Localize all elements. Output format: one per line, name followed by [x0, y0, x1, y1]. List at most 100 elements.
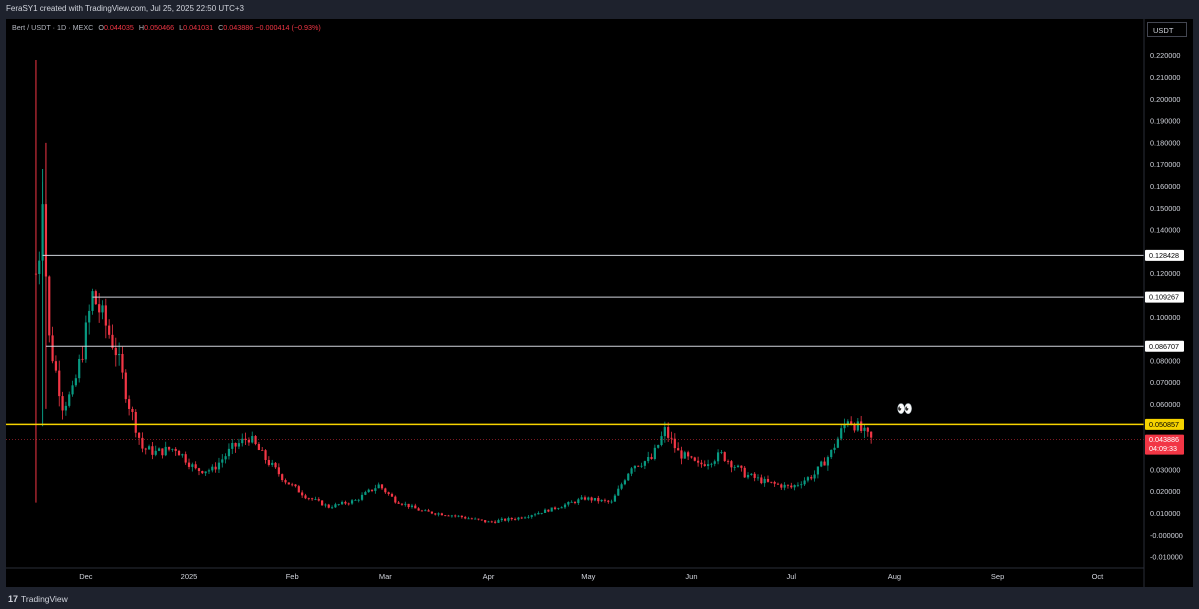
candle-body — [826, 457, 829, 466]
x-tick-label: Sep — [991, 572, 1004, 581]
candle-body — [357, 499, 360, 501]
y-tick-label: 0.220000 — [1150, 51, 1180, 60]
candle-body — [690, 456, 693, 458]
candle-body — [820, 461, 823, 467]
candle-body — [281, 474, 284, 481]
candle-body — [124, 372, 127, 400]
candle-body — [870, 431, 873, 438]
candle-body — [118, 353, 121, 356]
candle-body — [577, 499, 580, 504]
header-bar: FeraSY1 created with TradingView.com, Ju… — [0, 0, 1199, 19]
candle-body — [277, 467, 280, 475]
candle-body — [464, 517, 467, 519]
candle-body — [753, 473, 756, 478]
candle-body — [547, 509, 550, 512]
candle-body — [177, 450, 181, 456]
x-tick-label: Oct — [1092, 572, 1105, 581]
candle-body — [670, 437, 673, 439]
price-scale-labels: 0.128428 0.109267 0.086707 0.050857 0.043886… — [1145, 249, 1184, 455]
candle-body — [91, 291, 94, 311]
candle-body — [494, 521, 497, 523]
candle-body — [444, 515, 447, 517]
high-label: H — [138, 23, 145, 32]
candle-body — [770, 481, 773, 483]
currency-button[interactable]: USDT — [1147, 22, 1187, 37]
candle-body — [157, 448, 161, 451]
candle-body — [404, 503, 407, 505]
candle-body — [221, 459, 224, 463]
candle-body — [98, 304, 101, 313]
candle-body — [437, 513, 440, 515]
candle-body — [101, 305, 104, 313]
x-tick-label: 2025 — [181, 572, 198, 581]
candle-body — [204, 471, 207, 474]
candle-body — [64, 405, 67, 411]
candle-body — [786, 484, 790, 486]
candle-body — [311, 498, 314, 500]
x-tick-label: Feb — [286, 572, 299, 581]
candle-body — [407, 503, 410, 508]
candle-body — [447, 515, 450, 517]
candle-body — [810, 477, 813, 479]
candle-body — [430, 511, 434, 514]
time-scale: Dec 2025 Feb Mar Apr May Jun Jul Aug Sep Oct — [79, 572, 1104, 581]
candle-body — [337, 504, 340, 505]
candle-body — [251, 436, 254, 443]
candle-body — [370, 489, 374, 491]
candle-body — [687, 452, 690, 457]
candle-body — [324, 504, 327, 506]
x-tick-label: Mar — [379, 572, 392, 581]
candle-body — [543, 509, 547, 513]
y-tick-label: 0.210000 — [1150, 73, 1180, 82]
y-tick-label: 0.060000 — [1150, 400, 1180, 409]
candle-body — [597, 497, 600, 502]
eyes-icon: 👀 — [897, 401, 913, 416]
candle-body — [557, 508, 560, 510]
candle-body — [637, 465, 640, 467]
candle-body — [657, 445, 660, 448]
candle-body — [510, 517, 513, 520]
candle-body — [680, 450, 683, 459]
candle-body — [347, 503, 350, 505]
candle-body — [104, 305, 107, 326]
candle-body — [517, 517, 520, 520]
candle-body — [377, 484, 380, 489]
candle-body — [257, 444, 260, 450]
candle-body — [234, 442, 237, 447]
horizontal-levels — [6, 254, 1144, 440]
candle-body — [580, 497, 583, 500]
candle-body — [71, 385, 74, 395]
close-value: 0.043886 — [223, 23, 254, 32]
candle-body — [271, 462, 274, 465]
candle-body — [184, 454, 187, 463]
symbol-label[interactable]: Bert / USDT · 1D · MEXC — [12, 23, 94, 32]
candle-body — [740, 465, 743, 468]
candle-body — [507, 517, 510, 521]
chart-pane[interactable] — [6, 19, 1193, 587]
candle-body — [823, 461, 826, 466]
candle-body — [620, 484, 623, 489]
level-label-bg — [1145, 340, 1184, 352]
candle-body — [573, 501, 577, 504]
candle-body — [58, 370, 61, 397]
candle-body — [570, 501, 573, 503]
y-tick-label: 0.170000 — [1150, 160, 1180, 169]
candle-body — [763, 478, 766, 484]
candle-body — [643, 461, 646, 466]
candle-body — [317, 499, 320, 501]
tradingview-logo[interactable]: 17 TradingView — [8, 594, 68, 604]
y-tick-label: 0.080000 — [1150, 356, 1180, 365]
y-tick-label: 0.150000 — [1150, 204, 1180, 213]
candle-body — [830, 449, 833, 458]
candle-body — [94, 291, 97, 305]
candle-body — [730, 461, 733, 468]
candle-body — [667, 427, 670, 438]
candle-body — [264, 450, 267, 461]
candle-body — [533, 514, 537, 516]
x-tick-label: Jun — [685, 572, 697, 581]
y-tick-label: 0.160000 — [1150, 182, 1180, 191]
candle-body — [74, 378, 77, 386]
candle-body — [161, 448, 164, 456]
candle-body — [131, 408, 134, 412]
